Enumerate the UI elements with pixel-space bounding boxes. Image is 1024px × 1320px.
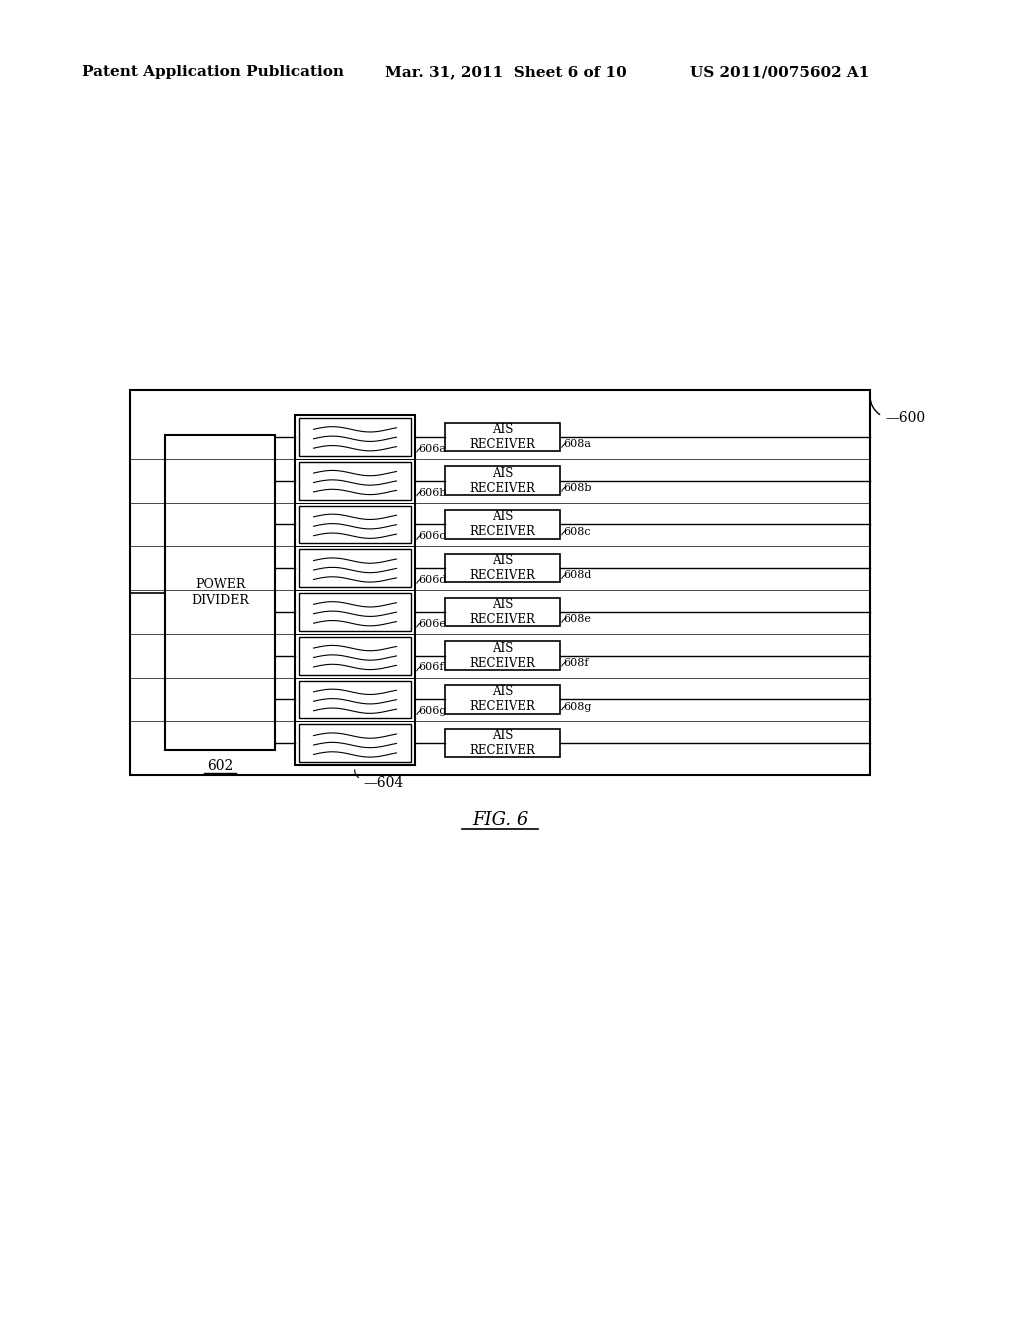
Text: AIS
RECEIVER: AIS RECEIVER (470, 598, 536, 626)
Text: 606f: 606f (418, 663, 443, 672)
Text: 608g: 608g (563, 702, 592, 711)
Bar (165, 436, 275, 750)
Text: Mar. 31, 2011  Sheet 6 of 10: Mar. 31, 2011 Sheet 6 of 10 (385, 65, 627, 79)
Bar (445, 598, 560, 626)
Bar (295, 414, 415, 766)
Text: POWER
DIVIDER: POWER DIVIDER (191, 578, 249, 606)
Bar (299, 418, 411, 455)
Text: AIS
RECEIVER: AIS RECEIVER (470, 642, 536, 669)
Text: 608a: 608a (563, 440, 591, 449)
Text: AIS
RECEIVER: AIS RECEIVER (470, 554, 536, 582)
Text: AIS
RECEIVER: AIS RECEIVER (470, 467, 536, 495)
Bar (299, 636, 411, 675)
Text: AIS
RECEIVER: AIS RECEIVER (470, 511, 536, 539)
Text: 608b: 608b (563, 483, 592, 492)
Text: 606b: 606b (418, 487, 446, 498)
Bar (445, 685, 560, 714)
Text: 606a: 606a (418, 444, 446, 454)
Bar (130, 389, 870, 775)
Bar (299, 593, 411, 631)
Bar (299, 506, 411, 544)
Text: —604: —604 (362, 776, 403, 789)
Text: 608f: 608f (563, 657, 589, 668)
Text: 606d: 606d (418, 576, 446, 585)
Bar (299, 462, 411, 499)
Bar (299, 725, 411, 762)
Bar (299, 549, 411, 587)
Text: 608d: 608d (563, 570, 592, 581)
Text: FIG. 6: FIG. 6 (472, 810, 528, 829)
Text: —600: —600 (885, 411, 925, 425)
Bar (445, 729, 560, 758)
Text: 602: 602 (207, 759, 233, 774)
Bar (445, 554, 560, 582)
Text: 608e: 608e (563, 614, 591, 624)
Text: US 2011/0075602 A1: US 2011/0075602 A1 (690, 65, 869, 79)
Bar (445, 466, 560, 495)
Bar (299, 681, 411, 718)
Text: AIS
RECEIVER: AIS RECEIVER (470, 729, 536, 758)
Bar (445, 510, 560, 539)
Text: 606c: 606c (418, 531, 445, 541)
Text: 606g: 606g (418, 706, 446, 717)
Text: Patent Application Publication: Patent Application Publication (82, 65, 344, 79)
Text: AIS
RECEIVER: AIS RECEIVER (470, 685, 536, 713)
Text: 608c: 608c (563, 527, 591, 537)
Text: AIS
RECEIVER: AIS RECEIVER (470, 422, 536, 451)
Text: 606e: 606e (418, 619, 445, 628)
Bar (445, 642, 560, 669)
Bar (445, 422, 560, 451)
